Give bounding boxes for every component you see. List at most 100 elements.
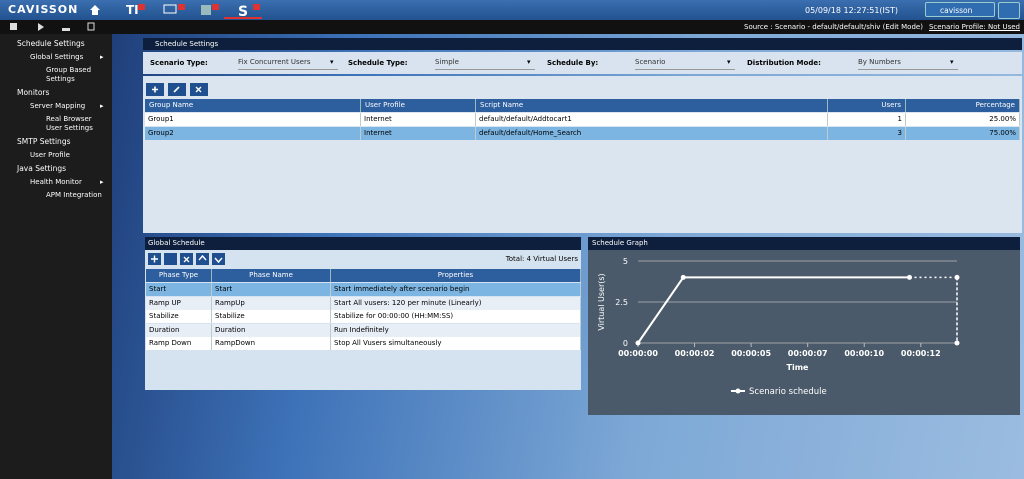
submenu-arrow[interactable]: ▸ bbox=[100, 52, 104, 61]
x-axis-label: Time bbox=[787, 363, 810, 372]
panel-title: Global Schedule bbox=[145, 237, 581, 250]
point bbox=[906, 274, 912, 280]
filter-label: Scenario Type: bbox=[150, 59, 208, 67]
point bbox=[954, 340, 960, 346]
legend-label: Scenario schedule bbox=[749, 387, 827, 397]
table-cell: Duration bbox=[146, 323, 212, 337]
filter-dropdown[interactable]: By Numbers bbox=[858, 58, 958, 70]
expand-button[interactable] bbox=[998, 2, 1020, 19]
table-row[interactable]: Group2 Internet default/default/Home_Searc… bbox=[145, 126, 1020, 140]
table-cell: Start bbox=[146, 283, 212, 296]
svg-text:S: S bbox=[238, 4, 248, 19]
logo: CAVISSON bbox=[8, 3, 79, 16]
toolbar-icons[interactable] bbox=[8, 22, 98, 32]
sidebar-section[interactable]: Monitors bbox=[17, 88, 50, 97]
legend-marker bbox=[735, 388, 741, 394]
dropdown-arrow[interactable]: ▾ bbox=[727, 58, 731, 66]
group-buttons[interactable] bbox=[146, 83, 226, 97]
table-cell: default/default/Home_Search bbox=[476, 126, 828, 140]
filter-label: Schedule Type: bbox=[348, 59, 408, 67]
sidebar-section[interactable]: Schedule Settings bbox=[17, 39, 85, 48]
table-cell: 1 bbox=[828, 113, 906, 126]
sidebar-section[interactable]: Java Settings bbox=[17, 164, 66, 173]
table-cell: Ramp UP bbox=[146, 296, 212, 310]
sidebar-item[interactable]: APM Integration bbox=[46, 191, 102, 199]
table-cell: Duration bbox=[212, 323, 331, 337]
total-users: Total: 4 Virtual Users bbox=[505, 255, 578, 263]
global-schedule-panel: Global Schedule Total: 4 Virtual Users P… bbox=[145, 237, 581, 390]
x-tick-label: 00:00:12 bbox=[901, 349, 941, 358]
table-row[interactable]: Stabilize Stabilize Stabilize for 00:00:00… bbox=[146, 310, 581, 323]
table-cell: RampDown bbox=[212, 337, 331, 350]
column-header[interactable]: Users bbox=[828, 99, 906, 112]
filter-bar: Scenario Type: Fix Concurrent Users ▾ Sched… bbox=[143, 52, 1022, 74]
point bbox=[680, 274, 686, 280]
app-icons[interactable]: TI S bbox=[88, 3, 268, 19]
table-header: Group Name User Profile Script Name Users Pe… bbox=[145, 99, 1020, 112]
table-cell: Stop All Vusers simultaneously bbox=[331, 337, 581, 350]
y-tick-label: 2.5 bbox=[615, 298, 628, 307]
table-cell: default/default/Addtocart1 bbox=[476, 113, 828, 126]
table-cell: 25.00% bbox=[906, 113, 1020, 126]
point bbox=[954, 274, 960, 280]
sidebar: Schedule Settings Global Settings ▸ Group B… bbox=[0, 34, 112, 479]
table-cell: Run Indefinitely bbox=[331, 323, 581, 337]
table-row[interactable]: Ramp UP RampUp Start All vusers: 120 per m… bbox=[146, 296, 581, 310]
table-cell: Stabilize for 00:00:00 (HH:MM:SS) bbox=[331, 310, 581, 323]
table-cell: 3 bbox=[828, 126, 906, 140]
column-header[interactable]: Phase Type bbox=[146, 269, 212, 282]
submenu-arrow[interactable]: ▸ bbox=[100, 177, 104, 186]
table-cell: 75.00% bbox=[906, 126, 1020, 140]
sidebar-section[interactable]: SMTP Settings bbox=[17, 137, 71, 146]
y-tick-label: 5 bbox=[623, 257, 628, 266]
graph-panel: Schedule Graph bbox=[588, 237, 1020, 415]
x-tick-label: 00:00:00 bbox=[618, 349, 658, 358]
column-header[interactable]: Properties bbox=[331, 269, 581, 282]
line-segment bbox=[637, 276, 685, 344]
column-header[interactable]: Group Name bbox=[145, 99, 361, 112]
svg-text:TI: TI bbox=[126, 3, 139, 17]
sidebar-item[interactable]: Server Mapping bbox=[30, 101, 86, 110]
toolbar: Source : Scenario - default/default/shiv… bbox=[0, 20, 1024, 34]
source-label: Source : Scenario - default/default/shiv… bbox=[744, 23, 923, 31]
dropdown-arrow[interactable]: ▾ bbox=[950, 58, 954, 66]
table-row[interactable]: Duration Duration Run Indefinitely bbox=[146, 323, 581, 337]
table-row[interactable]: Group1 Internet default/default/Addtocart1… bbox=[145, 113, 1020, 126]
filter-dropdown[interactable]: Fix Concurrent Users bbox=[238, 58, 338, 70]
column-header[interactable]: Percentage bbox=[906, 99, 1020, 112]
profile-label[interactable]: Scenario Profile: Not Used bbox=[928, 23, 1020, 31]
table-cell: Internet bbox=[361, 113, 476, 126]
table-cell: Start All vusers: 120 per minute (Linear… bbox=[331, 296, 581, 310]
column-header[interactable]: User Profile bbox=[361, 99, 476, 112]
table-cell: Stabilize bbox=[146, 310, 212, 323]
sidebar-item[interactable]: User Profile bbox=[30, 150, 70, 159]
sidebar-item[interactable]: Group Based Settings bbox=[46, 66, 92, 83]
column-header[interactable]: Script Name bbox=[476, 99, 828, 112]
table-row[interactable]: Ramp Down RampDown Stop All Vusers simulta… bbox=[146, 337, 581, 350]
sidebar-item[interactable]: Real Browser User Settings bbox=[46, 115, 93, 132]
user-menu[interactable]: cavisson bbox=[925, 2, 995, 17]
dropdown-arrow[interactable]: ▾ bbox=[330, 58, 334, 66]
table-cell: Internet bbox=[361, 126, 476, 140]
filter-dropdown[interactable]: Simple bbox=[435, 58, 535, 70]
column-header[interactable]: Phase Name bbox=[212, 269, 331, 282]
filter-dropdown[interactable]: Scenario bbox=[635, 58, 735, 70]
y-tick-label: 0 bbox=[623, 339, 628, 348]
schedule-buttons[interactable] bbox=[148, 253, 243, 266]
schedule-chart: 0 2.5 5 00:00:00 00:00:02 00:00:05 00:00:07 00:… bbox=[597, 257, 960, 397]
table-cell: Start bbox=[212, 283, 331, 296]
y-axis-label: Virtual User(s) bbox=[597, 273, 606, 330]
table-cell: Group1 bbox=[145, 113, 361, 126]
table-cell: Ramp Down bbox=[146, 337, 212, 350]
submenu-arrow[interactable]: ▸ bbox=[100, 101, 104, 110]
sidebar-item[interactable]: Health Monitor bbox=[30, 177, 82, 186]
dropdown-arrow[interactable]: ▾ bbox=[527, 58, 531, 66]
table-cell: Group2 bbox=[145, 126, 361, 140]
breadcrumb: Schedule Settings bbox=[143, 38, 1022, 50]
table-cell: Start immediately after scenario begin bbox=[331, 283, 581, 296]
table-row[interactable]: Start Start Start immediately after scenar… bbox=[146, 283, 581, 296]
x-tick-label: 00:00:07 bbox=[788, 349, 828, 358]
sidebar-item[interactable]: Global Settings bbox=[30, 52, 84, 61]
group-table: Group Name User Profile Script Name Users Pe… bbox=[145, 99, 1020, 141]
